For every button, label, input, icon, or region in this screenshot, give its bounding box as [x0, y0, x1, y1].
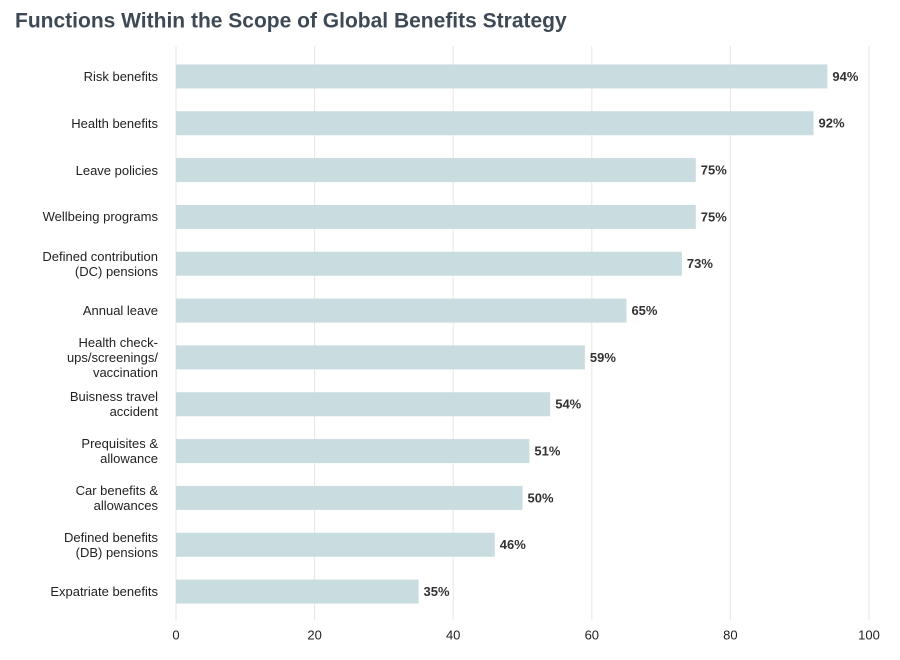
y-tick-label: Annual leave: [82, 303, 158, 319]
y-tick-label: Health check- ups/screenings/ vaccinatio…: [66, 334, 158, 380]
bar: [176, 439, 530, 464]
bar: [176, 158, 696, 183]
bar: [176, 251, 682, 276]
x-tick-label: 40: [446, 627, 460, 642]
bar: [176, 579, 419, 604]
value-label: 46%: [500, 537, 526, 552]
y-tick-label: Prequisites & allowance: [81, 436, 158, 467]
value-label: 92%: [819, 116, 845, 131]
bar: [176, 204, 696, 229]
bar: [176, 345, 585, 370]
bar: [176, 392, 551, 417]
y-tick-label: Health benefits: [71, 115, 158, 131]
x-tick-label: 20: [307, 627, 321, 642]
x-tick-label: 0: [172, 627, 179, 642]
bar: [176, 298, 627, 323]
x-tick-label: 60: [585, 627, 599, 642]
value-label: 35%: [424, 584, 450, 599]
y-tick-label: Leave policies: [75, 162, 158, 178]
y-tick-label: Expatriate benefits: [50, 584, 158, 600]
x-tick-label: 100: [858, 627, 880, 642]
value-label: 50%: [528, 490, 554, 505]
value-label: 54%: [555, 397, 581, 412]
value-label: 59%: [590, 350, 616, 365]
bar: [176, 64, 828, 89]
y-tick-label: Defined contribution (DC) pensions: [42, 248, 158, 279]
y-tick-label: Buisness travel accident: [69, 389, 158, 420]
value-label: 51%: [534, 444, 560, 459]
value-label: 75%: [701, 163, 727, 178]
value-label: 73%: [687, 256, 713, 271]
y-tick-label: Wellbeing programs: [42, 209, 158, 225]
bar: [176, 532, 495, 557]
chart-title: Functions Within the Scope of Global Ben…: [15, 10, 567, 33]
value-label: 65%: [631, 303, 657, 318]
y-tick-label: Defined benefits (DB) pensions: [64, 529, 158, 560]
x-tick-label: 80: [723, 627, 737, 642]
y-tick-label: Risk benefits: [83, 68, 158, 84]
bar: [176, 485, 523, 510]
bar: [176, 111, 814, 136]
y-tick-label: Car benefits & allowances: [75, 482, 158, 513]
value-label: 94%: [832, 69, 858, 84]
value-label: 75%: [701, 209, 727, 224]
